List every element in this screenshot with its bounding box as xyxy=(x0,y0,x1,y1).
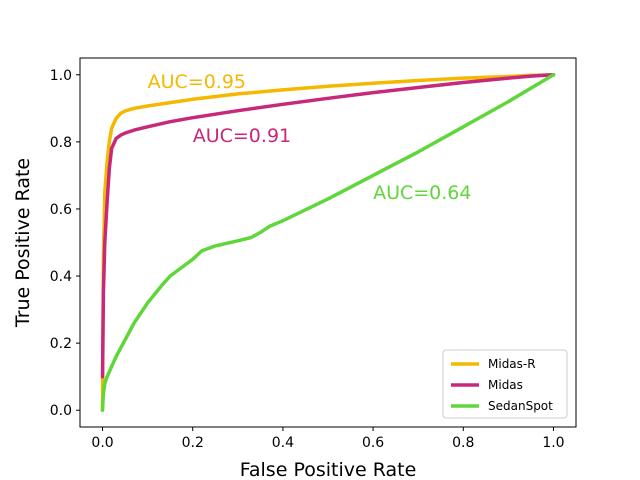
x-tick-label: 0.6 xyxy=(362,435,384,451)
annotations: AUC=0.95 AUC=0.91 AUC=0.64 xyxy=(148,71,472,204)
y-tick-label: 0.6 xyxy=(50,202,72,218)
y-tick-label: 0.0 xyxy=(50,403,72,419)
y-tick-label: 0.8 xyxy=(50,135,72,151)
x-tick-label: 0.8 xyxy=(452,435,474,451)
legend-box xyxy=(442,349,568,419)
axes-frame xyxy=(79,57,577,428)
legend-label: Midas-R xyxy=(488,357,536,371)
x-axis: 0.0 0.2 0.4 0.6 0.8 1.0 xyxy=(91,427,565,451)
y-tick-label: 1.0 xyxy=(50,68,72,84)
x-tick-label: 0.0 xyxy=(91,435,113,451)
plot-lines xyxy=(100,73,556,412)
x-tick-label: 0.4 xyxy=(272,435,294,451)
series-line-midas-r xyxy=(100,73,556,412)
y-tick-label: 0.2 xyxy=(50,336,72,352)
series-line-sedanspot xyxy=(100,73,556,412)
series-line-midas xyxy=(100,73,556,379)
auc-annotation: AUC=0.95 xyxy=(148,71,246,93)
x-axis-label: False Positive Rate xyxy=(240,459,417,480)
legend-label: SedanSpot xyxy=(488,399,553,413)
auc-annotation: AUC=0.91 xyxy=(193,125,291,147)
y-axis-label: True Positive Rate xyxy=(12,158,34,328)
auc-annotation: AUC=0.64 xyxy=(373,182,471,204)
x-tick-label: 1.0 xyxy=(542,435,564,451)
y-axis: 0.0 0.2 0.4 0.6 0.8 1.0 xyxy=(50,68,80,419)
x-tick-label: 0.2 xyxy=(182,435,204,451)
legend: Midas-R Midas SedanSpot xyxy=(442,349,568,419)
y-tick-label: 0.4 xyxy=(50,269,72,285)
legend-label: Midas xyxy=(488,378,523,392)
